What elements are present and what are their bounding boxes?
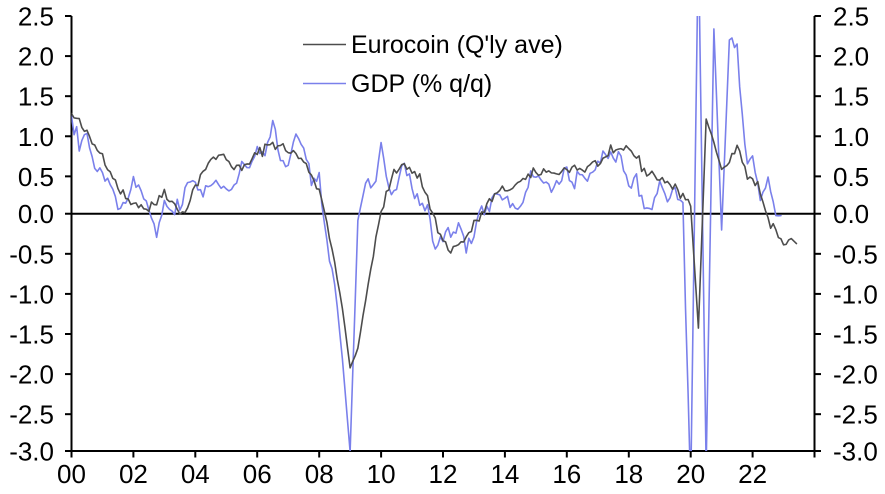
svg-text:-1.5: -1.5	[9, 320, 54, 350]
svg-text:12: 12	[429, 459, 458, 489]
svg-text:-3.0: -3.0	[833, 437, 878, 467]
svg-text:0.5: 0.5	[833, 162, 869, 192]
svg-text:0.5: 0.5	[18, 162, 54, 192]
svg-text:GDP (% q/q): GDP (% q/q)	[351, 70, 492, 98]
svg-text:1.0: 1.0	[18, 122, 54, 152]
svg-text:06: 06	[243, 459, 272, 489]
svg-text:08: 08	[305, 459, 334, 489]
svg-text:0.0: 0.0	[833, 199, 869, 229]
svg-text:1.0: 1.0	[833, 122, 869, 152]
svg-text:-2.0: -2.0	[9, 360, 54, 390]
svg-text:-1.0: -1.0	[9, 279, 54, 309]
svg-text:-2.0: -2.0	[833, 360, 878, 390]
svg-text:04: 04	[181, 459, 210, 489]
svg-text:Eurocoin (Q'ly ave): Eurocoin (Q'ly ave)	[351, 31, 563, 59]
svg-text:2.0: 2.0	[833, 42, 869, 72]
svg-text:-0.5: -0.5	[9, 239, 54, 269]
svg-text:0.0: 0.0	[18, 199, 54, 229]
svg-text:-1.0: -1.0	[833, 279, 878, 309]
svg-text:-2.5: -2.5	[833, 400, 878, 430]
svg-text:2.5: 2.5	[18, 2, 54, 32]
svg-text:-2.5: -2.5	[9, 400, 54, 430]
svg-text:14: 14	[490, 459, 519, 489]
svg-text:2.0: 2.0	[18, 42, 54, 72]
svg-text:-1.5: -1.5	[833, 320, 878, 350]
svg-text:1.5: 1.5	[833, 82, 869, 112]
svg-text:02: 02	[119, 459, 148, 489]
svg-text:1.5: 1.5	[18, 82, 54, 112]
svg-text:2.5: 2.5	[833, 2, 869, 32]
svg-text:22: 22	[738, 459, 767, 489]
svg-text:-0.5: -0.5	[833, 239, 878, 269]
svg-text:-3.0: -3.0	[9, 437, 54, 467]
svg-text:20: 20	[676, 459, 705, 489]
svg-text:16: 16	[552, 459, 581, 489]
svg-text:10: 10	[367, 459, 396, 489]
svg-text:00: 00	[57, 459, 86, 489]
svg-text:18: 18	[614, 459, 643, 489]
